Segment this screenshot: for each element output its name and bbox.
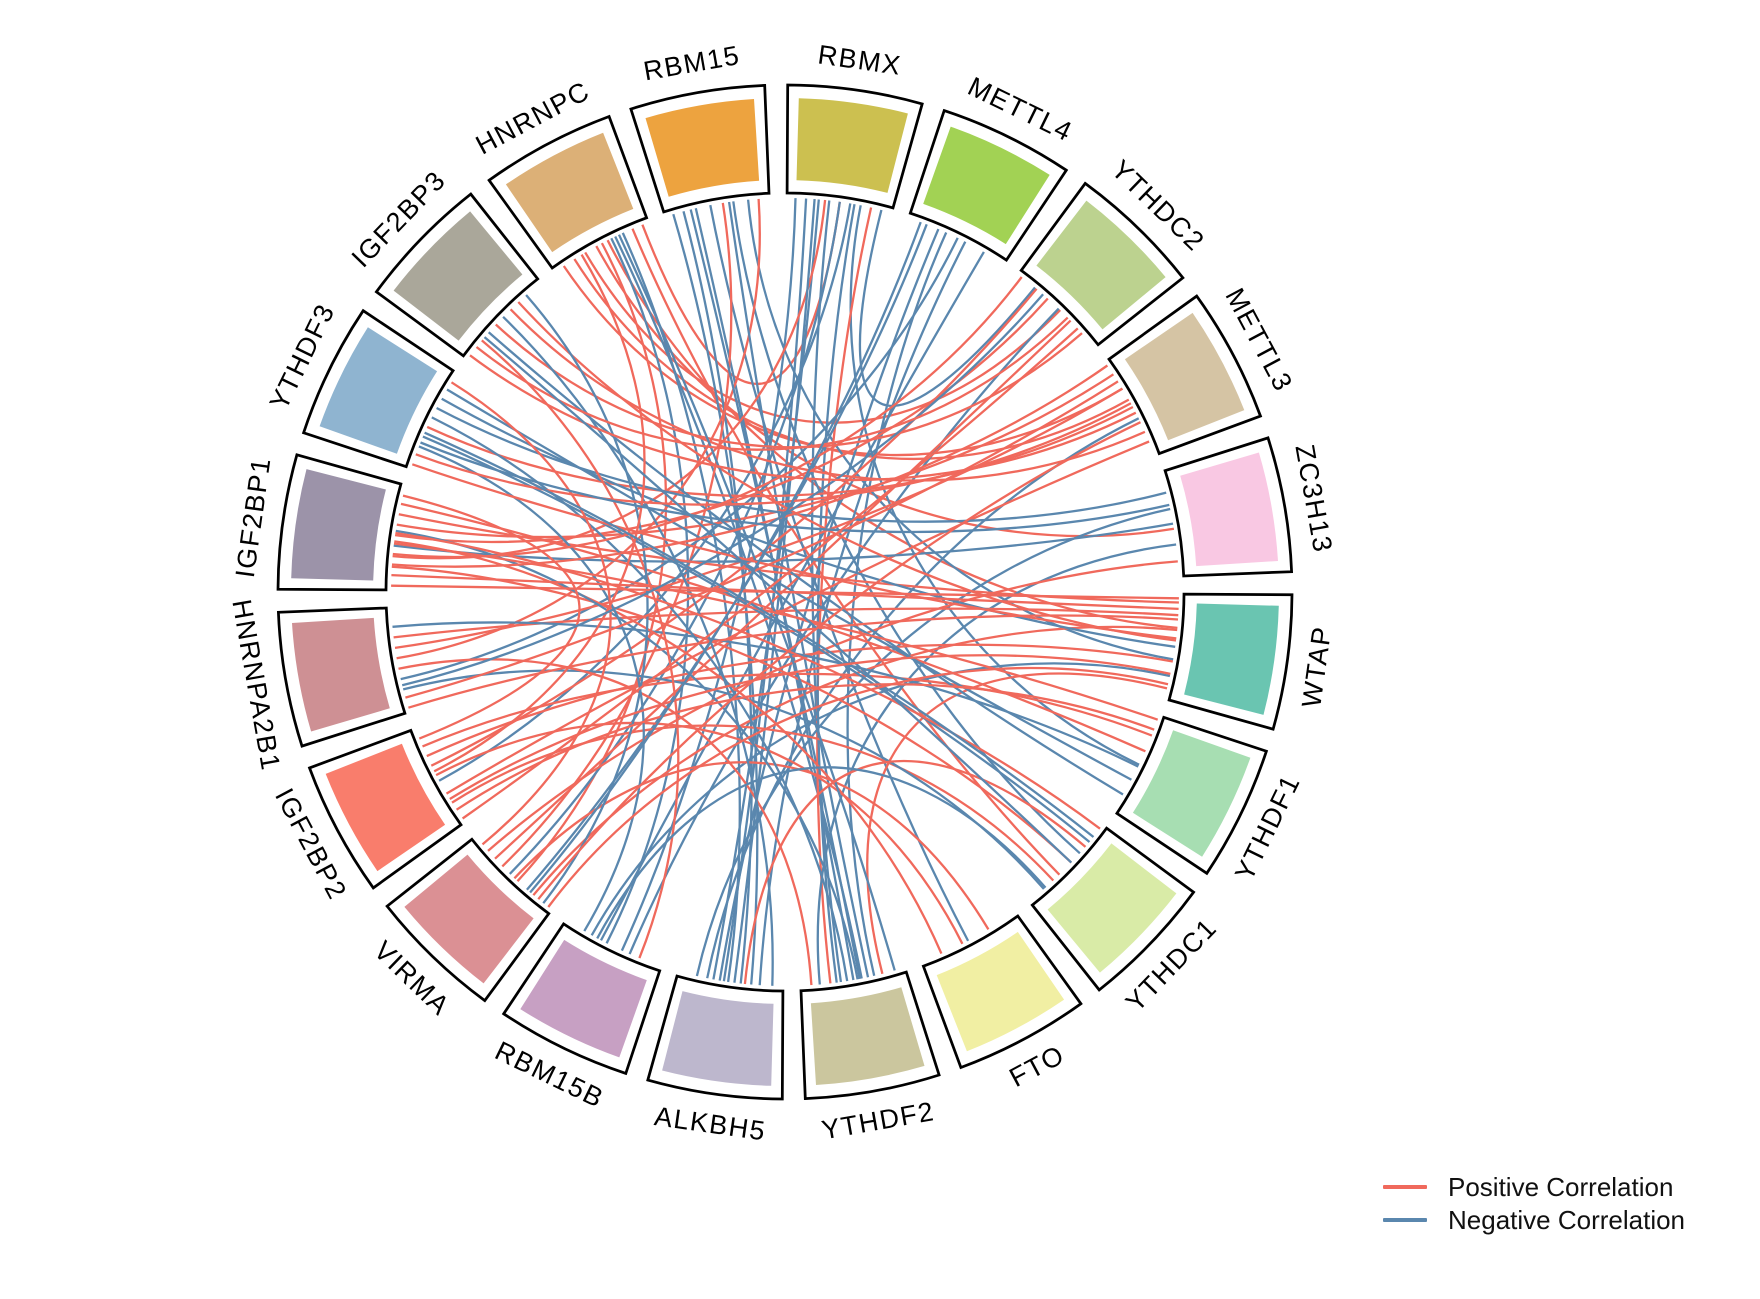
negative-correlation-link-YTHDC2-RBM15B [628,307,1060,955]
negative-correlation-link-RBM15-WTAP [746,199,1174,661]
sector-fill-YTHDC1 [1047,843,1177,973]
positive-correlation-link-RBM15-HNRNPA2B1 [396,198,761,660]
negative-correlation-link-YTHDF1-HNRNPA2B1 [392,621,1139,768]
positive-correlation-link-HNRNPC-VIRMA [516,242,668,882]
positive-correlation-label: Positive Correlation [1448,1172,1674,1202]
positive-correlation-link-IGF2BP1-YTHDF1 [393,542,1159,721]
positive-correlation-link-IGF2BP2-YTHDC2 [461,327,1079,820]
positive-correlation-link-YTHDF3-WTAP [411,463,1177,640]
negative-correlation-link-YTHDF3-YTHDC1 [424,431,1095,838]
sector-label-IGF2BP1: IGF2BP1 [230,455,277,580]
sector-fill-RBM15B [520,939,647,1058]
negative-correlation-link-METTL4-ALKBH5 [718,228,940,981]
sector-fill-HNRNPC [505,132,634,253]
sector-label-YTHDF2: YTHDF2 [819,1096,936,1145]
legend-row-negative: Negative Correlation [1383,1207,1685,1233]
sector-fill-ZC3H13 [1180,452,1278,567]
negative-correlation-link-METTL4-RBM15B [599,251,985,941]
positive-correlation-link-YTHDC2-IGF2BP3 [495,323,1083,449]
negative-correlation-link-YTHDC1-YTHDF3 [422,435,1091,843]
positive-correlation-link-IGF2BP1-WTAP [391,573,1179,611]
sector-label-RBMX: RBMX [816,39,903,80]
negative-correlation-link-YTHDF2-HNRNPC [617,234,896,971]
chord-links [391,198,1179,986]
negative-correlation-line-swatch [1383,1218,1427,1222]
negative-correlation-link-HNRNPA2B1-YTHDC2 [401,293,1044,687]
positive-correlation-link-IGF2BP3-METTL3 [469,354,1137,482]
sector-fill-METTL3 [1124,312,1245,441]
positive-correlation-link-METTL3-IGF2BP1 [396,373,1115,539]
sectors: RBM15 RBMXMETTL4YTHDC2METTL3ZC3H13WTAPYTH… [226,39,1338,1146]
negative-correlation-link-RBM15-YTHDC1 [732,201,1081,855]
positive-correlation-link-VIRMA-WTAP [547,667,1169,908]
positive-correlation-link-IGF2BP2-WTAP [449,654,1171,800]
positive-correlation-line-swatch [1383,1185,1427,1189]
sector-fill-YTHDC2 [1036,200,1166,330]
positive-correlation-link-IGF2BP2-YTHDF1 [455,683,1155,811]
sector-fill-METTL4 [923,126,1050,245]
positive-correlation-link-WTAP-IGF2BP2 [426,643,1174,758]
sector-label-ALKBH5: ALKBH5 [652,1101,768,1146]
negative-correlation-link-WTAP-RBM15B [590,662,1171,936]
positive-correlation-link-HNRNPC-YTHDC2 [584,251,1062,424]
positive-correlation-link-YTHDC2-VIRMA [494,319,1072,860]
sector-fill-YTHDF3 [319,327,438,454]
negative-correlation-link-RBMX-YTHDC2 [858,209,1036,407]
sector-fill-YTHDF2 [810,987,925,1085]
positive-correlation-link-WTAP-IGF2BP3 [517,301,1177,642]
positive-correlation-link-HNRNPA2B1-WTAP [408,614,1179,709]
negative-correlation-link-ALKBH5-IGF2BP3 [502,315,774,986]
positive-correlation-link-VIRMA-METTL3 [537,421,1141,900]
positive-correlation-link-IGF2BP1-YTHDC1 [395,531,1101,830]
sector-label-WTAP: WTAP [1296,624,1337,709]
negative-correlation-link-METTL4-ALKBH5 [758,241,967,986]
negative-correlation-link-RBM15B-YTHDC1 [596,766,1047,939]
negative-correlation-link-METTL4-HNRNPA2B1 [400,237,959,681]
legend-row-positive: Positive Correlation [1383,1174,1685,1200]
sector-fill-RBM15 [645,99,760,197]
sector-fill-IGF2BP3 [393,211,523,341]
positive-correlation-link-IGF2BP2-IGF2BP1 [402,494,581,740]
negative-correlation-link-RBM15-ALKBH5 [682,211,753,984]
sector-label-HNRNPA2B1: HNRNPA2B1 [226,597,286,773]
positive-correlation-link-IGF2BP1-METTL3 [391,364,1109,568]
sector-fill-IGF2BP2 [325,743,446,872]
positive-correlation-link-IGF2BP2-HNRNPC [433,254,646,773]
sector-fill-YTHDF1 [1132,730,1251,857]
sector-fill-ALKBH5 [662,991,774,1086]
negative-correlation-label: Negative Correlation [1448,1205,1686,1235]
positive-correlation-link-RBM15B-IGF2BP3 [481,339,680,959]
sector-fill-VIRMA [404,854,534,984]
positive-correlation-link-METTL3-HNRNPA2B1 [394,387,1123,650]
sector-fill-FTO [936,931,1065,1052]
negative-correlation-link-VIRMA-METTL4 [529,221,922,894]
positive-correlation-link-YTHDF3-METTL3 [415,402,1132,506]
sector-label-RBM15: RBM15 [641,40,742,86]
sector-label-FTO: FTO [1004,1039,1069,1093]
sector-fill-HNRNPA2B1 [292,617,390,732]
positive-correlation-link-HNRNPA2B1-METTL3 [405,380,1119,699]
sector-label-ZC3H13: ZC3H13 [1290,442,1339,555]
sector-fill-IGF2BP1 [291,469,386,581]
negative-correlation-link-RBMX-RBM15B [620,198,797,952]
legend: Positive Correlation Negative Correlatio… [1383,1174,1685,1233]
negative-correlation-link-IGF2BP3-YTHDC1 [483,336,1073,864]
positive-correlation-link-METTL3-YTHDF3 [426,405,1134,498]
negative-correlation-link-YTHDF1-IGF2BP3 [487,331,1124,796]
positive-correlation-link-FTO-IGF2BP1 [394,540,943,955]
negative-correlation-link-RBM15B-YTHDF3 [418,445,645,932]
negative-correlation-link-YTHDF1-YTHDF3 [446,388,1132,781]
positive-correlation-link-IGF2BP1-YTHDC2 [392,276,1023,559]
sector-fill-WTAP [1184,603,1279,715]
positive-correlation-link-WTAP-HNRNPA2B1 [393,607,1179,639]
positive-correlation-link-FTO-IGF2BP2 [435,721,964,945]
sector-fill-RBMX [796,98,908,193]
negative-correlation-link-ZC3H13-YTHDF2 [816,543,1177,985]
